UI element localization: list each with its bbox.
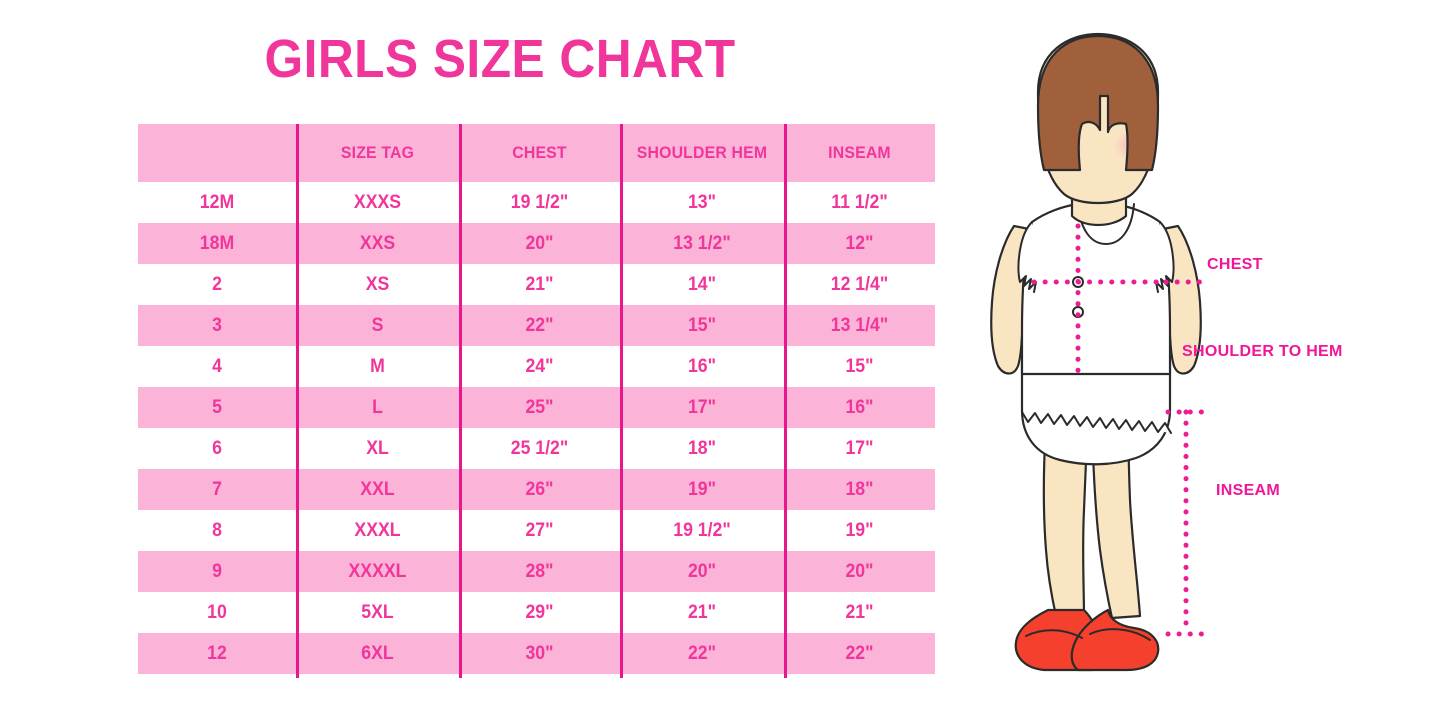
chest-label: CHEST [1207,256,1263,273]
cell-inseam: 16" [845,396,874,418]
column-divider-2 [459,124,462,678]
table-row: 7 XXL 26" 19" 18" [138,469,935,510]
cell-chest: 20" [525,232,554,254]
cell-shoulder-hem: 13 1/2" [673,232,731,254]
cell-chest: 29" [525,601,554,623]
cell-inseam: 13 1/4" [830,314,889,336]
shoulder-to-hem-label: SHOULDER TO HEM [1182,343,1343,360]
cell-inseam: 15" [845,355,874,377]
cell-shoulder-hem: 15" [687,314,717,336]
cell-size: 8 [212,519,222,541]
cell-size-tag: XXS [359,232,396,254]
cell-size: 12M [199,191,235,213]
cell-size: 12 [207,642,227,664]
table-row: 5 L 25" 17" 16" [138,387,935,428]
cell-chest: 24" [525,355,554,377]
cell-chest: 25 1/2" [510,437,569,459]
cell-shoulder-hem: 13" [687,191,717,213]
column-header-chest: CHEST [512,143,567,162]
top-garment [1017,202,1175,376]
column-header-shoulder-hem: SHOULDER HEM [636,143,768,162]
inseam-label: INSEAM [1216,482,1281,499]
table-row: 10 5XL 29" 21" 21" [138,592,935,633]
cell-size-tag: XXXXL [348,560,407,582]
cell-chest: 25" [525,396,554,418]
cell-inseam: 20" [845,560,874,582]
table-row: 12M XXXS 19 1/2" 13" 11 1/2" [138,182,935,223]
table-row: 12 6XL 30" 22" 22" [138,633,935,674]
cell-shoulder-hem: 21" [687,601,717,623]
shoes [1014,608,1160,672]
cell-shoulder-hem: 22" [687,642,717,664]
cell-chest: 30" [525,642,554,664]
table-row: 6 XL 25 1/2" 18" 17" [138,428,935,469]
cell-inseam: 12" [845,232,874,254]
cell-shoulder-hem: 17" [687,396,717,418]
cell-shoulder-hem: 14" [687,273,717,295]
cell-size-tag: XL [366,437,389,459]
cell-chest: 27" [525,519,554,541]
table-body: 12M XXXS 19 1/2" 13" 11 1/2" 18M XXS 20" 13 1/2"… [138,182,935,674]
cell-size: 18M [199,232,235,254]
cell-chest: 22" [525,314,554,336]
cell-size-tag: 5XL [361,601,394,623]
table-row: 8 XXXL 27" 19 1/2" 19" [138,510,935,551]
cell-chest: 21" [525,273,554,295]
size-chart-table: SIZE TAG CHEST SHOULDER HEM INSEAM 12M XX… [138,124,935,674]
cell-shoulder-hem: 16" [687,355,717,377]
column-divider-4 [784,124,787,678]
cell-shoulder-hem: 19 1/2" [673,519,731,541]
cell-size-tag: XXXS [353,191,402,213]
cell-size: 10 [207,601,227,623]
cell-size-tag: S [371,314,384,336]
cell-inseam: 12 1/4" [830,273,889,295]
page-title: GIRLS SIZE CHART [264,29,736,89]
ruffle-skirt [1020,360,1172,466]
cell-chest: 28" [525,560,554,582]
column-header-size-tag: SIZE TAG [340,143,415,162]
cell-size: 4 [212,355,222,377]
cell-inseam: 17" [845,437,874,459]
cell-size: 7 [212,478,222,500]
cell-size-tag: L [372,396,383,418]
table-row: 18M XXS 20" 13 1/2" 12" [138,223,935,264]
cell-shoulder-hem: 18" [687,437,717,459]
cell-size-tag: XXL [360,478,395,500]
cell-size: 2 [212,273,222,295]
cell-chest: 26" [525,478,554,500]
cell-inseam: 11 1/2" [831,191,888,213]
cell-inseam: 21" [845,601,874,623]
hair [1036,34,1160,172]
column-divider-3 [620,124,623,678]
cell-inseam: 18" [845,478,874,500]
column-header-size [138,124,296,182]
table-header: SIZE TAG CHEST SHOULDER HEM INSEAM [138,124,935,182]
cell-size-tag: XXXL [354,519,401,541]
column-divider-1 [296,124,299,678]
cell-shoulder-hem: 20" [687,560,717,582]
cell-size-tag: M [370,355,385,377]
table-row: 2 XS 21" 14" 12 1/4" [138,264,935,305]
girl-illustration [960,30,1260,690]
table-row: 3 S 22" 15" 13 1/4" [138,305,935,346]
cell-size: 5 [212,396,222,418]
cell-size: 9 [212,560,222,582]
cell-size-tag: XS [365,273,390,295]
table-row: 4 M 24" 16" 15" [138,346,935,387]
cell-size: 3 [212,314,222,336]
cell-chest: 19 1/2" [510,191,569,213]
table-header-row: SIZE TAG CHEST SHOULDER HEM INSEAM [138,124,935,182]
cell-inseam: 19" [845,519,874,541]
cell-shoulder-hem: 19" [687,478,717,500]
column-header-inseam: INSEAM [828,143,891,162]
cell-size: 6 [212,437,222,459]
table-row: 9 XXXXL 28" 20" 20" [138,551,935,592]
cell-inseam: 22" [845,642,874,664]
cell-size-tag: 6XL [361,642,394,664]
